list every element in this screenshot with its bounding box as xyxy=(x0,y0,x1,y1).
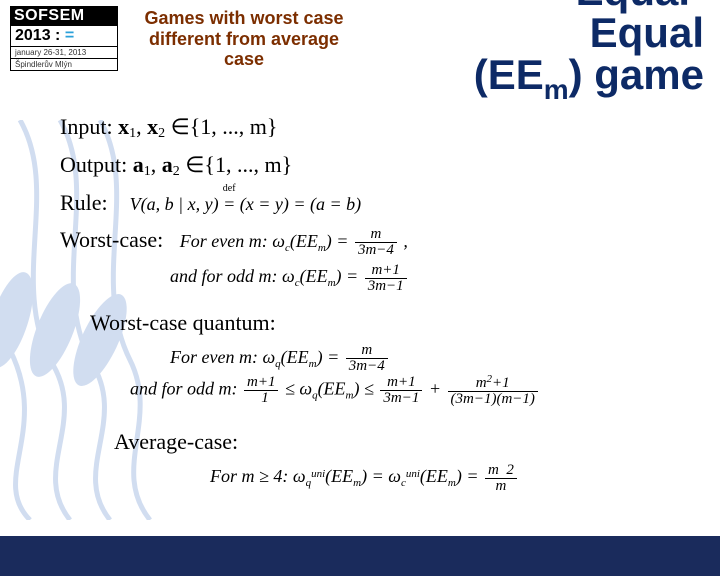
subtitle-line: different from average xyxy=(124,29,364,50)
logo-year: 2013 : = 2013 : = xyxy=(10,26,118,47)
average-case-label: Average-case: xyxy=(114,429,238,454)
input-label: Input: xyxy=(60,114,118,139)
logo-name: SOFSEM xyxy=(10,6,118,26)
title-line: Equal xyxy=(474,12,704,54)
worst-case-label: Worst-case: xyxy=(60,227,163,252)
subtitle-left: Games with worst case different from ave… xyxy=(124,8,364,70)
worst-case-row: Worst-case: For even m: ωc(EEm) = m3m−4 … xyxy=(60,223,700,258)
title-line: (EEm) game xyxy=(474,54,704,104)
subtitle-line: case xyxy=(124,49,364,70)
average-case-formula: For m ≥ 4: ωquni(EEm) = ωcuni(EEm) = m 2… xyxy=(210,462,700,493)
slide-title: Equal- Equal (EEm) game xyxy=(474,0,704,104)
rule-label: Rule: xyxy=(60,190,108,215)
worstq-even: For even m: ωq(EEm) = m3m−4 xyxy=(170,343,700,374)
footer-bar xyxy=(0,536,720,576)
worstq-odd: and for odd m: m+1 1 ≤ ωq(EEm) ≤ m+13m−1… xyxy=(130,374,700,407)
logo-place: Špindlerův Mlýn xyxy=(10,59,118,71)
input-row: Input: x1, x2 ∈{1, ..., m} xyxy=(60,110,700,144)
subtitle-line: Games with worst case xyxy=(124,8,364,29)
slide-body: Input: x1, x2 ∈{1, ..., m} Output: a1, a… xyxy=(60,110,700,494)
rule-formula: V(a, b | x, y) def= (x = y) = (a = b) xyxy=(130,194,361,214)
sofsem-logo: SOFSEM 2013 : = 2013 : = january 26-31, … xyxy=(10,6,118,71)
average-case-row: Average-case: xyxy=(114,425,700,458)
output-row: Output: a1, a2 ∈{1, ..., m} xyxy=(60,148,700,182)
output-label: Output: xyxy=(60,152,133,177)
worst-case-quantum-row: Worst-case quantum: xyxy=(90,306,700,339)
logo-dates: january 26-31, 2013 xyxy=(10,47,118,59)
output-expression: a1, a2 ∈{1, ..., m} xyxy=(133,152,292,177)
worst-case-even: For even m: ωc(EEm) = m3m−4 , xyxy=(180,231,408,251)
worst-case-quantum-label: Worst-case quantum: xyxy=(90,310,276,335)
worst-case-odd: and for odd m: ωc(EEm) = m+13m−1 xyxy=(170,262,700,293)
input-expression: x1, x2 ∈{1, ..., m} xyxy=(118,114,277,139)
rule-row: Rule: V(a, b | x, y) def= (x = y) = (a =… xyxy=(60,186,700,219)
